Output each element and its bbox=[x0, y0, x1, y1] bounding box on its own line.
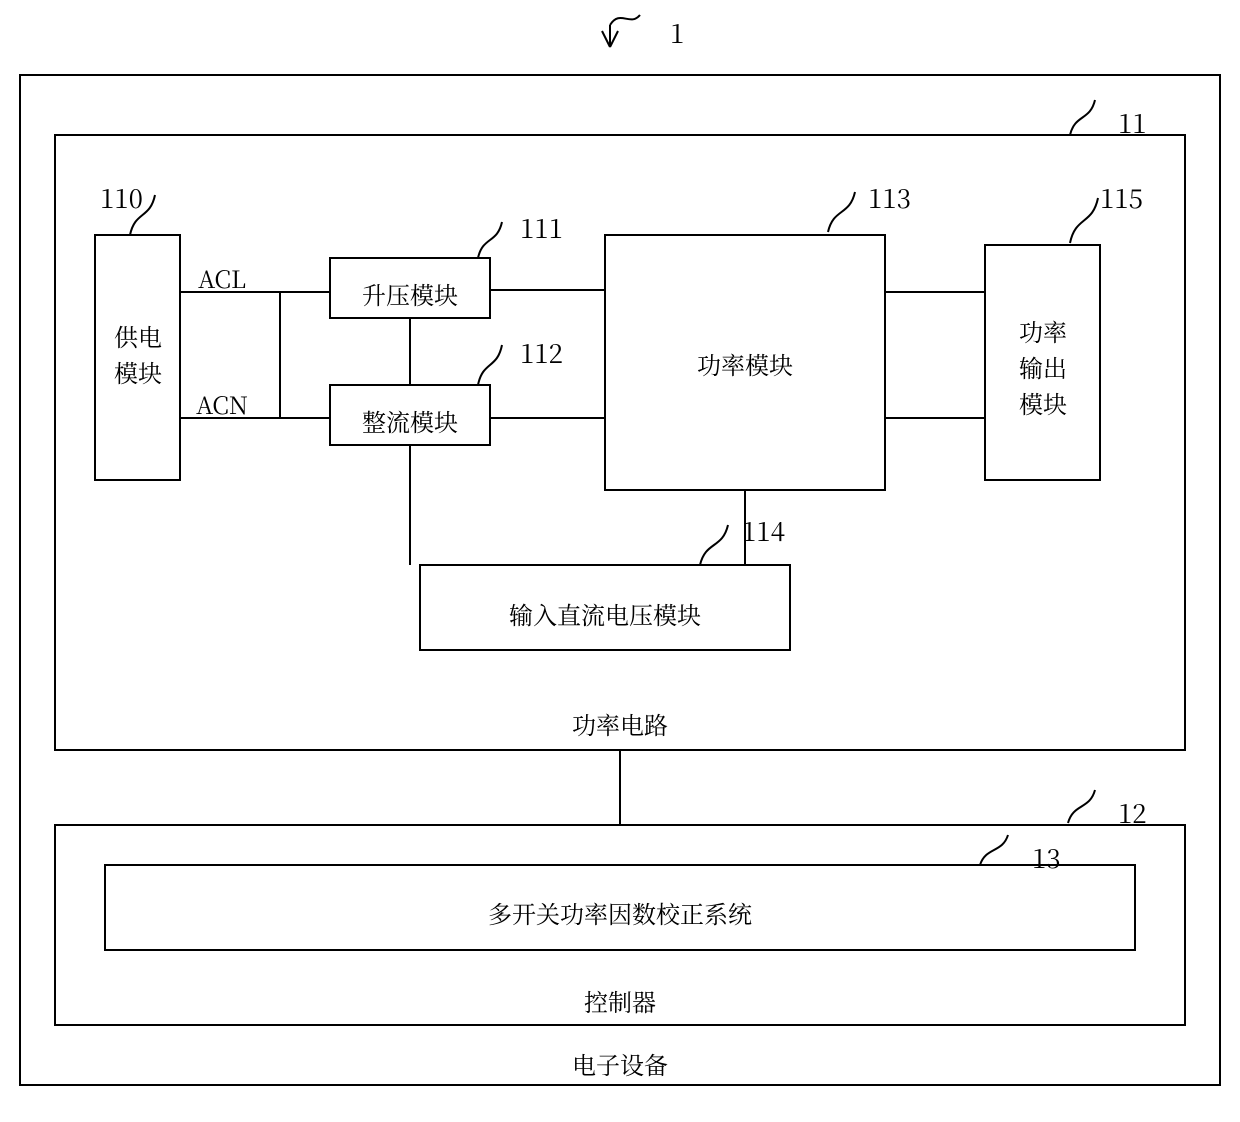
controller-label: 控制器 bbox=[584, 983, 656, 1018]
output-label-line-1: 输出 bbox=[1019, 349, 1067, 384]
block-diagram: 电子设备1功率电路11控制器12多开关功率因数校正系统13供电模块110升压模块… bbox=[0, 0, 1240, 1122]
device-label: 电子设备 bbox=[572, 1046, 668, 1081]
ref-112: 112 bbox=[478, 334, 563, 385]
output-label-line-2: 模块 bbox=[1019, 385, 1067, 420]
device-box bbox=[20, 75, 1220, 1085]
output-label: 功率输出模块 bbox=[1019, 313, 1067, 420]
ref-110: 110 bbox=[100, 179, 155, 235]
power-module-label: 功率模块 bbox=[697, 346, 793, 381]
supply-label-line-1: 模块 bbox=[114, 354, 162, 389]
boost-label: 升压模块 bbox=[362, 276, 458, 311]
ref-1-text: 1 bbox=[670, 14, 684, 51]
label-acn: ACN bbox=[196, 386, 248, 421]
ref-11-text: 11 bbox=[1118, 104, 1147, 141]
ref-12-text: 12 bbox=[1118, 794, 1147, 831]
ref-113: 113 bbox=[828, 179, 911, 232]
power-circuit-box bbox=[55, 135, 1185, 750]
pfc-label: 多开关功率因数校正系统 bbox=[488, 895, 752, 930]
ref-114: 114 bbox=[700, 512, 785, 565]
ref-113-text: 113 bbox=[868, 179, 911, 216]
ref-115-text: 115 bbox=[1100, 179, 1143, 216]
ref-114-text: 114 bbox=[742, 512, 785, 549]
root: 电子设备1功率电路11控制器12多开关功率因数校正系统13供电模块110升压模块… bbox=[20, 14, 1220, 1085]
supply-label-line-0: 供电 bbox=[114, 318, 162, 353]
ref-111: 111 bbox=[478, 209, 563, 258]
power-circuit-label: 功率电路 bbox=[572, 706, 668, 741]
ref-110-text: 110 bbox=[100, 179, 143, 216]
ref-13: 13 bbox=[980, 835, 1061, 876]
ref-13-text: 13 bbox=[1032, 839, 1061, 876]
ref-111-text: 111 bbox=[520, 209, 563, 246]
rectifier-label: 整流模块 bbox=[362, 403, 458, 438]
dc-input-label: 输入直流电压模块 bbox=[509, 596, 701, 631]
supply-label: 供电模块 bbox=[114, 318, 162, 389]
label-acl: ACL bbox=[198, 260, 246, 295]
ref-112-text: 112 bbox=[520, 334, 563, 371]
ref-1: 1 bbox=[602, 14, 684, 51]
ref-115: 115 bbox=[1070, 179, 1143, 243]
output-label-line-0: 功率 bbox=[1019, 313, 1067, 348]
